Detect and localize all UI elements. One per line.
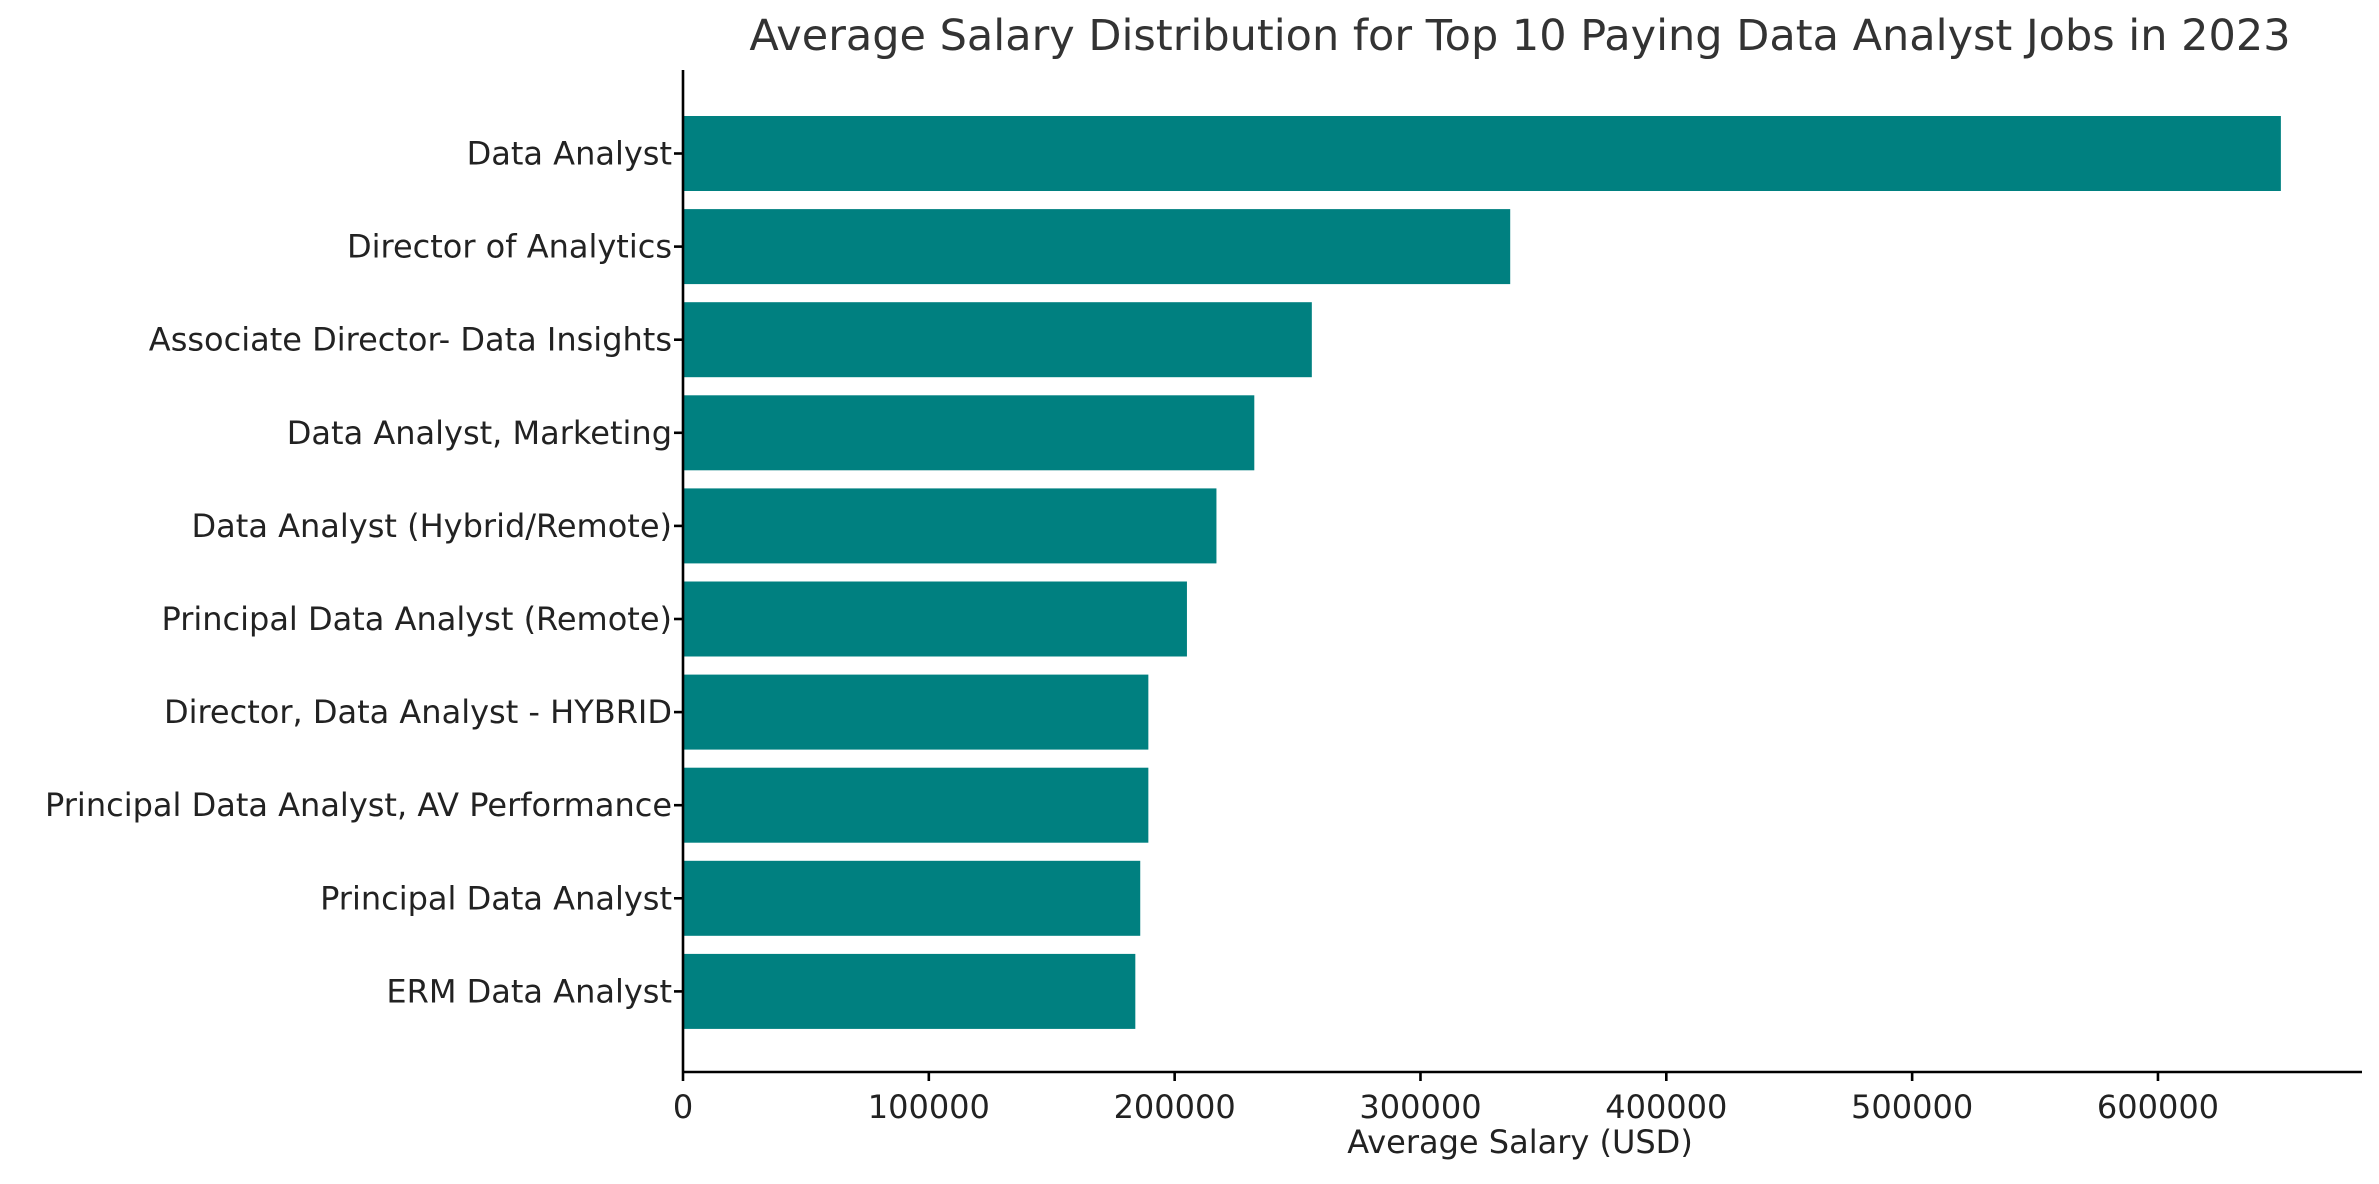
category-label: ERM Data Analyst [386,972,672,1010]
x-axis-title: Average Salary (USD) [1347,1123,1693,1161]
chart-title: Average Salary Distribution for Top 10 P… [749,11,2290,61]
category-label: Director of Analytics [347,228,672,266]
x-tick-label: 400000 [1605,1088,1727,1126]
bar-7 [683,767,1149,843]
bar-5 [683,581,1187,657]
x-tick-label: 300000 [1359,1088,1481,1126]
category-label: Associate Director- Data Insights [149,321,672,359]
bars-layer [683,116,2281,1029]
category-label: Principal Data Analyst, AV Performance [45,786,672,824]
bar-2 [683,302,1312,378]
category-label: Data Analyst [467,135,672,173]
category-labels: Data Analyst Director of Analytics Associa… [45,135,683,1010]
category-label: Data Analyst, Marketing [287,414,672,452]
bar-3 [683,395,1255,471]
bar-6 [683,674,1149,750]
bar-9 [683,953,1136,1029]
bar-0 [683,116,2281,191]
x-tick-label: 0 [673,1088,693,1126]
category-label: Data Analyst (Hybrid/Remote) [192,507,672,545]
bar-4 [683,488,1217,564]
x-tick-label: 500000 [1851,1088,1973,1126]
x-tick-label: 200000 [1114,1088,1236,1126]
x-axis-ticks: 0 100000 200000 300000 400000 500000 600000 [673,1072,2219,1126]
category-label: Principal Data Analyst [320,879,672,917]
x-tick-label: 600000 [2097,1088,2219,1126]
category-label: Principal Data Analyst (Remote) [161,600,672,638]
category-label: Director, Data Analyst - HYBRID [164,693,672,731]
x-tick-label: 100000 [868,1088,990,1126]
bar-1 [683,209,1511,285]
bar-8 [683,860,1141,936]
